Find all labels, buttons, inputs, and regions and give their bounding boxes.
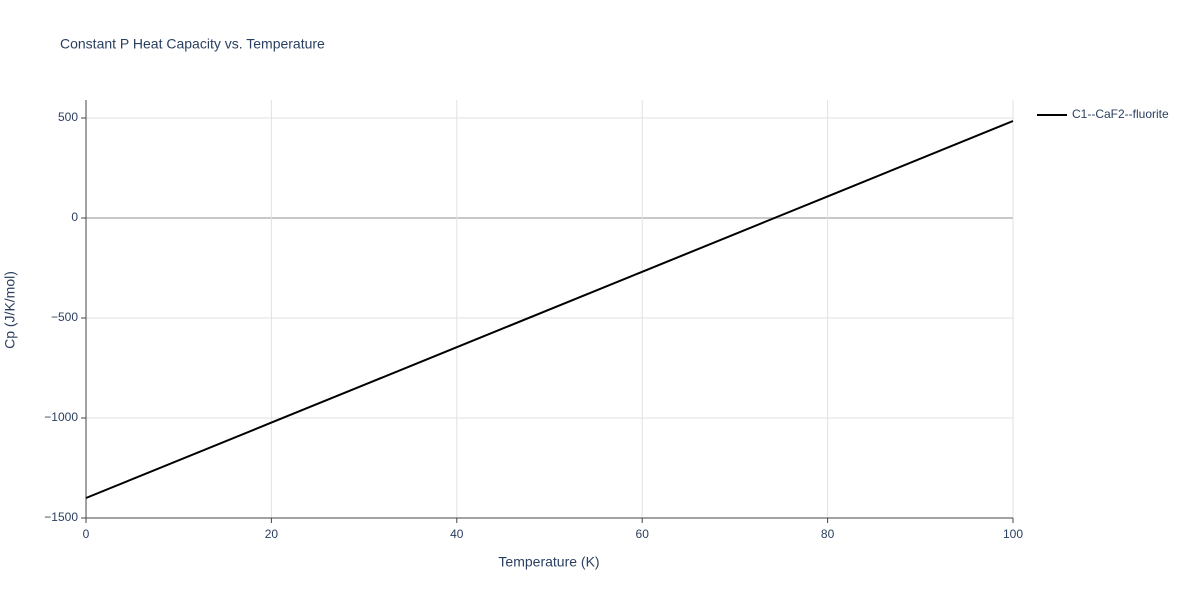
y-tick-label: −1500: [44, 510, 78, 524]
x-tick-label: 20: [265, 527, 279, 541]
y-tick-label: −1000: [44, 410, 78, 424]
x-tick-label: 60: [636, 527, 650, 541]
x-tick-label: 0: [83, 527, 90, 541]
chart-title: Constant P Heat Capacity vs. Temperature: [60, 36, 325, 52]
y-tick-label: 500: [58, 110, 78, 124]
x-tick-label: 80: [821, 527, 835, 541]
x-tick-label: 100: [1003, 527, 1023, 541]
y-tick-label: 0: [71, 210, 78, 224]
x-tick-label: 40: [450, 527, 464, 541]
data-line: [85, 120, 1014, 499]
y-axis-title: Cp (J/K/mol): [2, 271, 18, 349]
legend-label: C1--CaF2--fluorite: [1072, 107, 1169, 121]
y-tick-label: −500: [51, 310, 78, 324]
x-axis-title: Temperature (K): [498, 554, 599, 570]
